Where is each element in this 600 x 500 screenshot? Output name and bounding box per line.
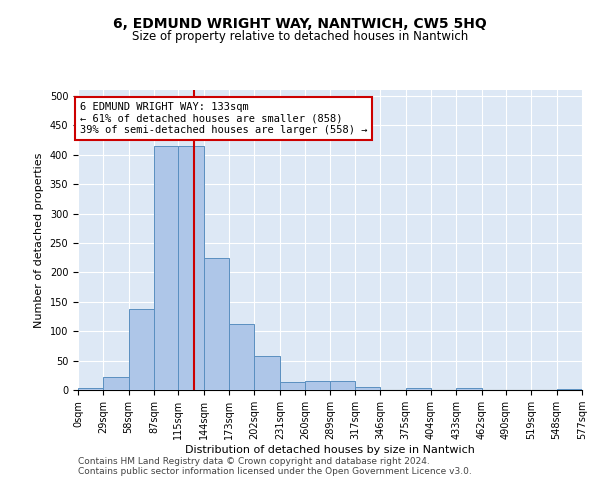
Bar [355,387,380,390]
Bar [229,324,254,390]
Text: Size of property relative to detached houses in Nantwich: Size of property relative to detached ho… [132,30,468,43]
Bar [456,388,482,390]
Bar [154,146,178,390]
Bar [78,388,103,390]
Bar [331,381,355,390]
Bar [406,388,431,390]
Bar [128,310,154,390]
Y-axis label: Number of detached properties: Number of detached properties [34,152,44,328]
Bar [178,146,204,390]
Bar [254,356,280,390]
Bar [305,381,331,390]
Bar [103,377,128,390]
Bar [280,382,305,390]
Text: 6 EDMUND WRIGHT WAY: 133sqm
← 61% of detached houses are smaller (858)
39% of se: 6 EDMUND WRIGHT WAY: 133sqm ← 61% of det… [80,102,367,135]
Bar [204,258,229,390]
X-axis label: Distribution of detached houses by size in Nantwich: Distribution of detached houses by size … [185,445,475,455]
Text: 6, EDMUND WRIGHT WAY, NANTWICH, CW5 5HQ: 6, EDMUND WRIGHT WAY, NANTWICH, CW5 5HQ [113,18,487,32]
Text: Contains public sector information licensed under the Open Government Licence v3: Contains public sector information licen… [78,468,472,476]
Text: Contains HM Land Registry data © Crown copyright and database right 2024.: Contains HM Land Registry data © Crown c… [78,458,430,466]
Bar [557,389,582,390]
